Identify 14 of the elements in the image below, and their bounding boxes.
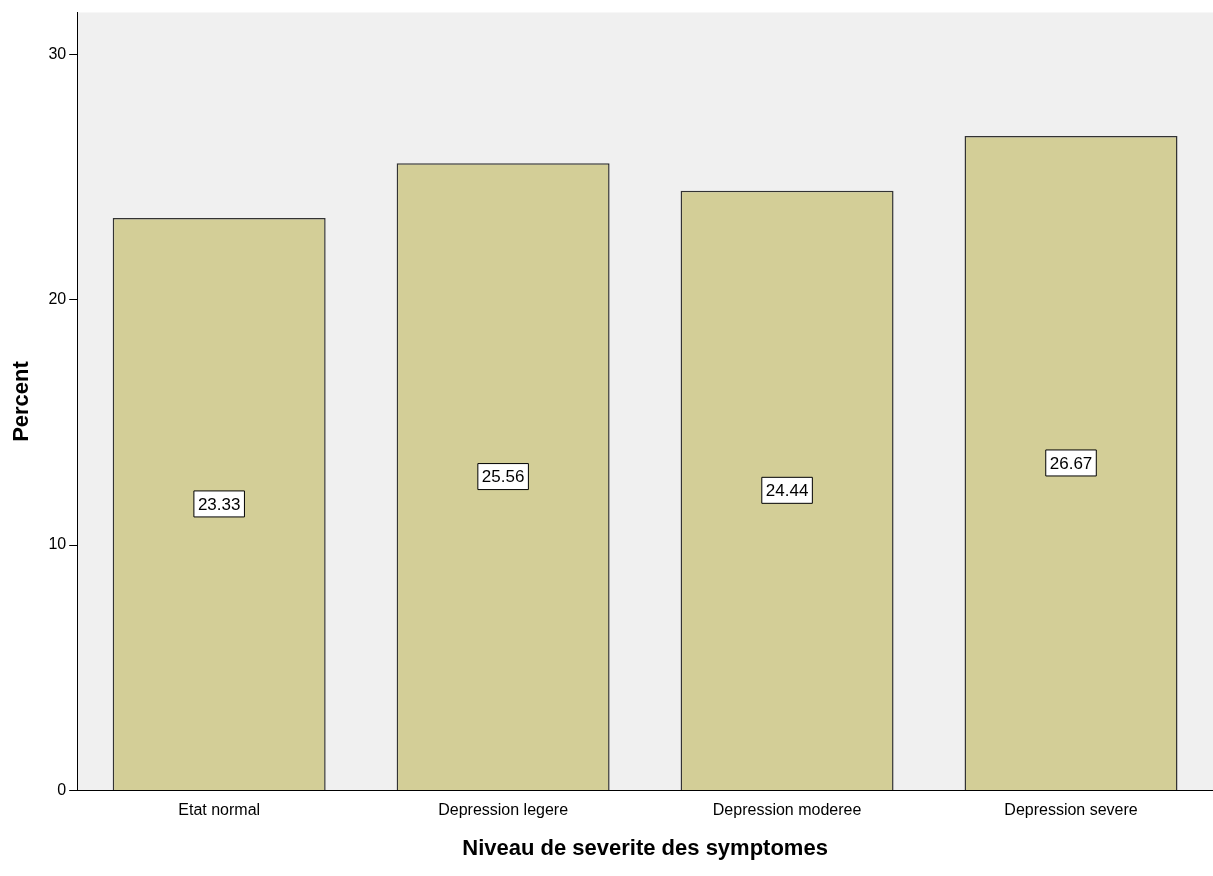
y-axis-title: Percent [8,360,34,442]
y-tick-label: 20 [48,290,67,308]
x-tick-label: Depression moderee [712,801,862,819]
y-tick-label: 30 [48,44,67,62]
data-label: 25.56 [481,467,525,487]
x-axis-title: Niveau de severite des symptomes [462,834,828,860]
x-tick-label: Etat normal [178,801,261,819]
y-tick-label: 0 [57,780,67,798]
data-label: 23.33 [197,494,241,514]
y-tick-label: 10 [48,535,67,553]
x-tick-label: Depression legere [438,801,569,819]
data-label: 24.44 [765,481,809,500]
x-tick-label: Depression severe [1004,801,1138,819]
data-label: 26.67 [1049,453,1093,473]
